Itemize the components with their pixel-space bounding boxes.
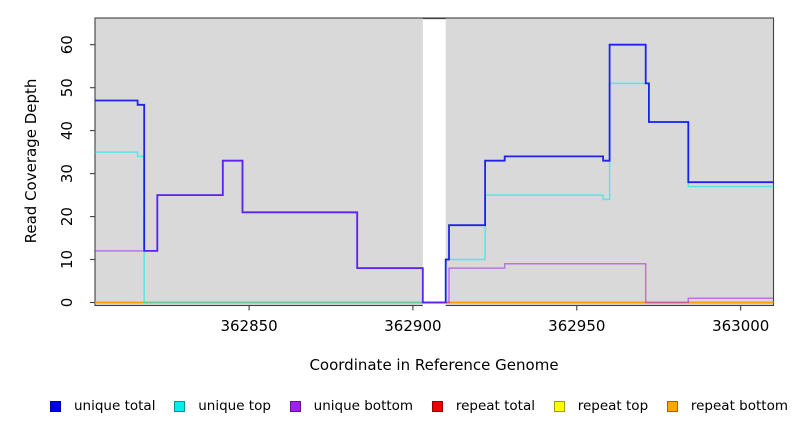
y-axis-label: Read Coverage Depth [22,78,40,244]
series-unique-bottom [95,159,774,304]
legend-swatch-icon [50,400,61,412]
legend-swatch-icon [553,400,565,412]
legend-swatch-icon [666,400,678,412]
coverage-plot: 362850 362900 362950 363000 0 10 20 30 40 50 60 [58,17,775,335]
y-tick-label: 30 [58,164,76,183]
legend: unique total unique top unique bottom repea… [50,396,788,416]
legend-label: repeat total [455,398,535,414]
legend-label: repeat bottom [690,398,788,414]
x-tick-label: 362900 [384,317,441,335]
legend-label: unique bottom [313,398,414,414]
x-tick-label: 363000 [712,317,769,335]
legend-item-repeat-bottom: repeat bottom [666,398,788,414]
x-axis-label: Coordinate in Reference Genome [309,356,559,374]
legend-item-unique-top: unique top [174,398,271,414]
legend-swatch-icon [431,400,443,412]
legend-item-unique-total: unique total [50,398,155,414]
y-tick-label: 60 [58,35,76,54]
legend-item-repeat-top: repeat top [553,398,649,414]
x-tick-label: 362850 [220,317,277,335]
y-tick-label: 10 [58,250,76,269]
y-tick-label: 20 [58,207,76,226]
legend-item-repeat-total: repeat total [431,398,535,414]
legend-label: unique total [74,398,156,414]
y-tick-label: 50 [58,78,76,97]
legend-swatch-icon [174,400,186,412]
y-tick-label: 40 [58,121,76,140]
legend-item-unique-bottom: unique bottom [289,398,414,414]
x-tick-label: 362950 [548,317,605,335]
legend-label: repeat top [577,398,649,414]
masked-region [422,19,446,308]
legend-label: unique top [198,398,271,414]
legend-swatch-icon [289,400,301,412]
y-tick-label: 0 [58,298,76,308]
